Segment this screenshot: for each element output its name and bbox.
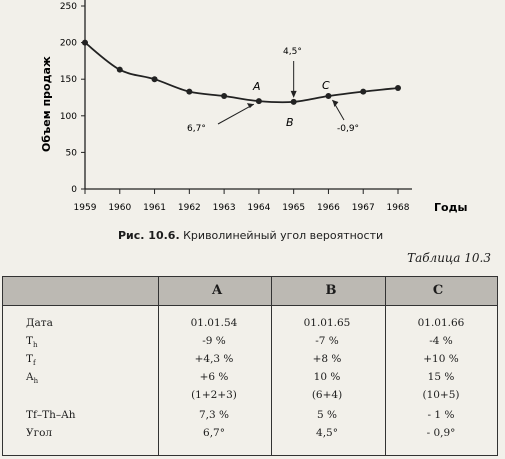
table-cell: 01.01.65 bbox=[303, 317, 351, 329]
table-cell: 4,5° bbox=[316, 427, 338, 439]
table-cell: - 0,9° bbox=[426, 427, 456, 439]
column-divider bbox=[158, 277, 159, 455]
row-label-text: Дата bbox=[26, 317, 53, 329]
x-tick-label: 1962 bbox=[178, 203, 201, 213]
table-header: A B C bbox=[3, 277, 497, 306]
angle-label-c: -0,9° bbox=[337, 124, 359, 134]
table-cell: 7,3 % bbox=[198, 409, 229, 421]
table-cell: 6,7° bbox=[203, 427, 225, 439]
table-row: Tf–Th–Ah 7,3 % 5 % - 1 % bbox=[3, 409, 497, 427]
column-header-b: B bbox=[325, 283, 337, 298]
table-cell: - 1 % bbox=[427, 409, 455, 421]
y-tick-label: 100 bbox=[60, 112, 77, 122]
x-tick-label: 1964 bbox=[247, 203, 270, 213]
table-cell: +10 % bbox=[423, 353, 459, 365]
arrowhead bbox=[246, 103, 254, 109]
table-cell: -4 % bbox=[429, 335, 453, 347]
table-row: Дата 01.01.54 01.01.65 01.01.66 bbox=[3, 317, 497, 335]
x-tick-label: 1959 bbox=[74, 203, 97, 213]
figure-caption: Рис. 10.6. Криволинейный угол вероятност… bbox=[118, 229, 383, 242]
table-cell: 01.01.66 bbox=[417, 317, 465, 329]
x-tick-label: 1965 bbox=[282, 203, 305, 213]
row-label: Tf–Th–Ah bbox=[26, 409, 76, 421]
table-row: Tf +4,3 % +8 % +10 % bbox=[3, 353, 497, 371]
y-tick-label: 200 bbox=[60, 39, 77, 49]
table-cell: 01.01.54 bbox=[190, 317, 238, 329]
data-point bbox=[255, 98, 262, 105]
row-label: Th bbox=[26, 335, 38, 349]
column-divider bbox=[271, 277, 272, 455]
probability-angle-table: A B C Дата 01.01.54 01.01.65 01.01.66 Th -9 %… bbox=[2, 276, 498, 456]
sales-curve-chart: 0 50 100 150 200 250 1959 1960 1961 1962 1963 1964 1… bbox=[40, 0, 467, 214]
annotation-arrow bbox=[217, 103, 255, 125]
row-label-text: T bbox=[26, 353, 34, 365]
data-point bbox=[116, 66, 123, 73]
arrowhead bbox=[290, 90, 297, 98]
x-tick-label: 1960 bbox=[108, 203, 131, 213]
column-header-c: C bbox=[432, 283, 444, 298]
data-point bbox=[186, 88, 193, 95]
row-label: Ah bbox=[26, 371, 38, 385]
table-cell: (1+2+3) bbox=[191, 389, 237, 401]
row-label-subscript: h bbox=[33, 377, 39, 386]
row-label-text: Tf–Th–Ah bbox=[26, 409, 76, 421]
table-cell: 10 % bbox=[313, 371, 341, 383]
table-cell: +8 % bbox=[312, 353, 342, 365]
column-divider bbox=[385, 277, 386, 455]
arrowhead bbox=[332, 100, 339, 108]
angle-label-a: 6,7° bbox=[187, 124, 206, 134]
table-row: (1+2+3) (6+4) (10+5) bbox=[3, 389, 497, 407]
row-label-subscript: h bbox=[33, 341, 38, 350]
row-label-subscript: f bbox=[33, 359, 36, 368]
data-point bbox=[325, 93, 332, 100]
row-label-text: Угол bbox=[26, 427, 53, 439]
x-axis-label: Годы bbox=[434, 201, 467, 214]
row-label: Дата bbox=[26, 317, 53, 329]
row-label-text: A bbox=[26, 371, 34, 383]
column-header-a: A bbox=[211, 283, 223, 298]
x-tick-label: 1966 bbox=[317, 203, 340, 213]
table-row: Ah +6 % 10 % 15 % bbox=[3, 371, 497, 389]
figure-title: Криволинейный угол вероятности bbox=[179, 229, 384, 242]
y-tick-label: 250 bbox=[60, 2, 77, 12]
table-cell: (10+5) bbox=[422, 389, 460, 401]
y-tick-label: 150 bbox=[60, 75, 77, 85]
data-point bbox=[395, 84, 401, 91]
table-cell: 5 % bbox=[317, 409, 337, 421]
data-point bbox=[221, 93, 228, 100]
point-label-a: A bbox=[252, 80, 261, 93]
figure-number: Рис. 10.6. bbox=[118, 229, 180, 242]
x-tick-label: 1968 bbox=[387, 203, 410, 213]
table-cell: -7 % bbox=[315, 335, 339, 347]
table-row: Угол 6,7° 4,5° - 0,9° bbox=[3, 427, 497, 445]
row-label-text: T bbox=[26, 335, 34, 347]
point-label-b: B bbox=[286, 116, 294, 129]
table-cell: +6 % bbox=[199, 371, 229, 383]
table-cell: (6+4) bbox=[311, 389, 343, 401]
x-tick-label: 1963 bbox=[213, 203, 236, 213]
row-label: Tf bbox=[26, 353, 36, 367]
y-tick-label: 50 bbox=[66, 148, 78, 158]
data-point bbox=[360, 88, 367, 95]
table-cell: -9 % bbox=[202, 335, 226, 347]
x-tick-label: 1961 bbox=[143, 203, 166, 213]
sales-curve-line bbox=[84, 41, 399, 104]
table-caption: Таблица 10.3 bbox=[407, 251, 491, 265]
table-cell: 15 % bbox=[427, 371, 455, 383]
table-row: Th -9 % -7 % -4 % bbox=[3, 335, 497, 353]
x-tick-label: 1967 bbox=[352, 203, 375, 213]
data-point bbox=[290, 98, 297, 105]
row-label: Угол bbox=[26, 427, 52, 439]
data-point bbox=[82, 39, 88, 46]
table-cell: +4,3 % bbox=[194, 353, 234, 365]
data-point bbox=[151, 76, 158, 83]
y-axis-label: Объем продаж bbox=[40, 56, 53, 152]
point-label-c: C bbox=[322, 79, 330, 92]
y-tick-label: 0 bbox=[71, 185, 77, 195]
angle-label-b: 4,5° bbox=[283, 47, 302, 57]
